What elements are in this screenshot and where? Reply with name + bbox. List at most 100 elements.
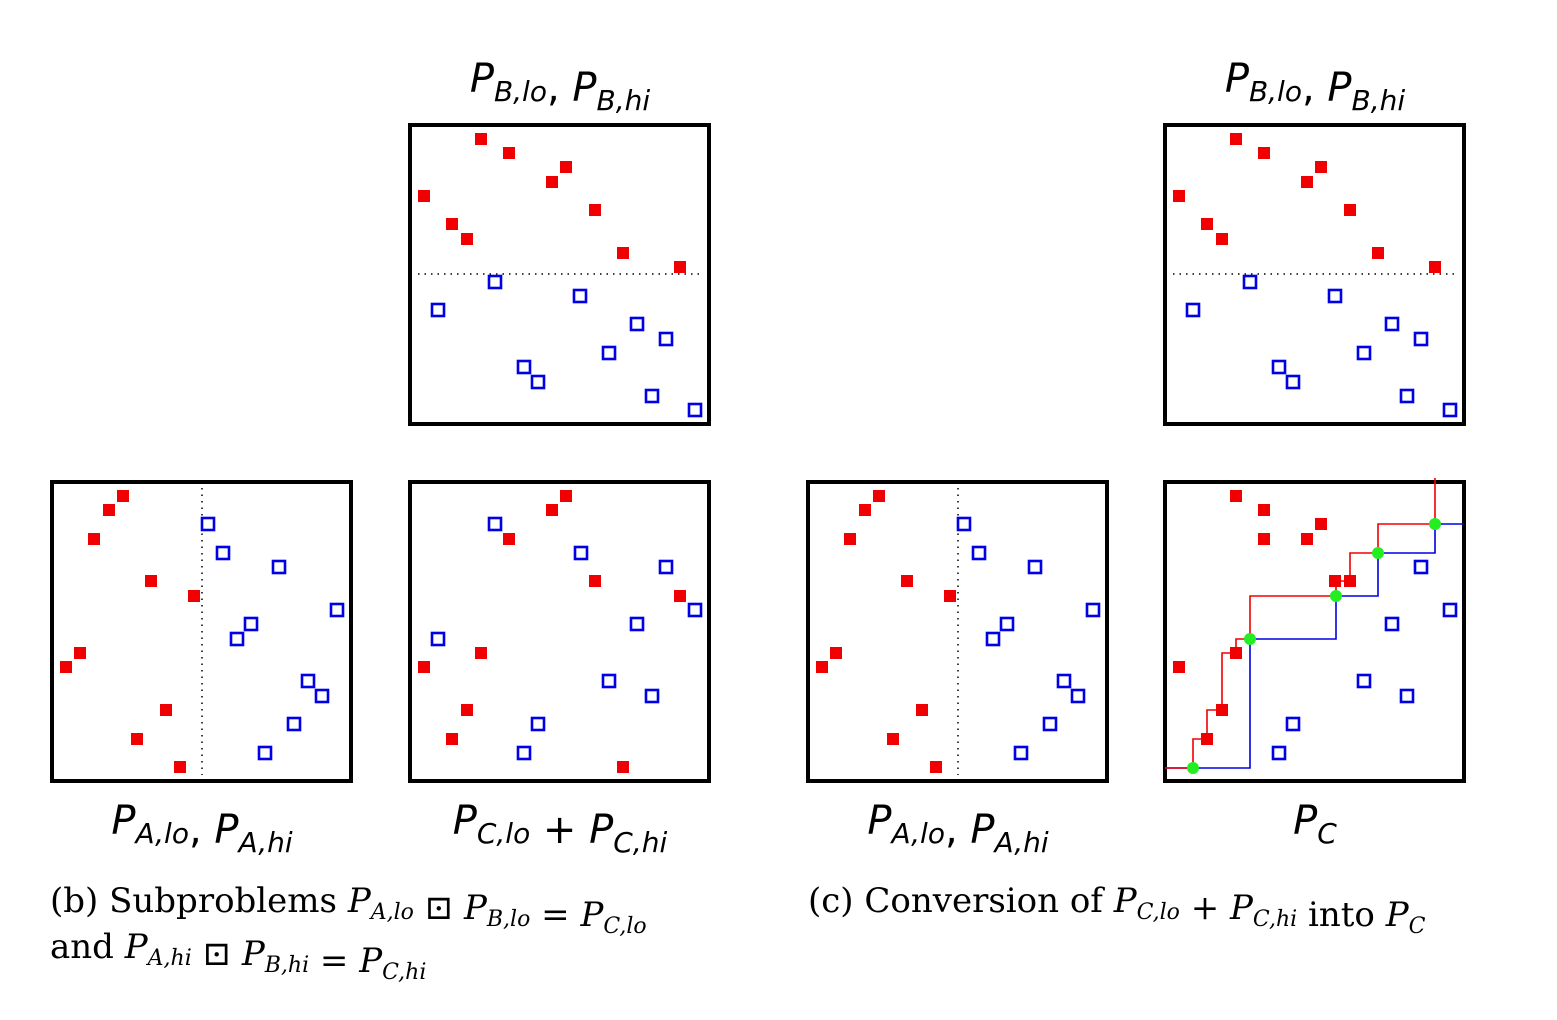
red-point: [446, 733, 458, 745]
blue-point: [243, 616, 259, 632]
red-point: [174, 761, 186, 773]
red-point: [117, 490, 129, 502]
blue-point: [1384, 616, 1400, 632]
panel-b-pb: [408, 123, 711, 426]
red-point: [503, 147, 515, 159]
red-point: [617, 761, 629, 773]
panel-label: PA,lo, PA,hi: [867, 798, 1048, 859]
blue-point: [430, 631, 446, 647]
panel-label: PB,lo, PB,hi: [470, 56, 651, 117]
red-point: [1315, 518, 1327, 530]
blue-point: [1399, 388, 1415, 404]
green-point: [1187, 762, 1199, 774]
blue-staircase: [1165, 523, 1464, 769]
blue-point: [530, 374, 546, 390]
blue-point: [516, 359, 532, 375]
panel-label: PC: [1293, 798, 1337, 850]
panel-frame: [1163, 123, 1466, 426]
panel-label: PC,lo + PC,hi: [453, 798, 668, 859]
blue-point: [999, 616, 1015, 632]
blue-point: [1013, 745, 1029, 761]
red-point: [88, 533, 100, 545]
blue-point: [1399, 688, 1415, 704]
blue-point: [1271, 745, 1287, 761]
blue-point: [1056, 673, 1072, 689]
blue-point: [687, 602, 703, 618]
caption-b-line2: and PA,hi ⊡ PB,hi = PC,hi: [50, 927, 426, 985]
red-point: [560, 490, 572, 502]
blue-point: [971, 545, 987, 561]
red-point: [446, 218, 458, 230]
red-point: [160, 704, 172, 716]
red-point: [1315, 161, 1327, 173]
blue-point: [1271, 359, 1287, 375]
blue-point: [601, 673, 617, 689]
red-point: [1429, 261, 1441, 273]
blue-point: [1185, 302, 1201, 318]
green-point: [1244, 633, 1256, 645]
caption-b-line1: (b) Subproblems PA,lo ⊡ PB,lo = PC,lo: [50, 881, 647, 939]
red-point: [560, 161, 572, 173]
blue-point: [572, 288, 588, 304]
panel-c-pc: [1163, 478, 1466, 783]
blue-point: [1413, 331, 1429, 347]
red-point: [674, 261, 686, 273]
blue-point: [629, 316, 645, 332]
red-point: [816, 661, 828, 673]
red-point: [1216, 704, 1228, 716]
blue-point: [1356, 673, 1372, 689]
red-point: [930, 761, 942, 773]
blue-point: [271, 559, 287, 575]
blue-point: [215, 545, 231, 561]
red-point: [674, 590, 686, 602]
panel-c-pa: [806, 480, 1109, 783]
red-point: [1344, 575, 1356, 587]
red-point: [1258, 147, 1270, 159]
blue-point: [573, 545, 589, 561]
blue-point: [1027, 559, 1043, 575]
blue-point: [658, 559, 674, 575]
blue-point: [1413, 559, 1429, 575]
red-point: [60, 661, 72, 673]
panel-c-pb: [1163, 123, 1466, 426]
panel-frame: [1163, 480, 1466, 783]
blue-point: [1285, 716, 1301, 732]
red-point: [1329, 575, 1341, 587]
red-point: [74, 647, 86, 659]
red-point: [844, 533, 856, 545]
blue-point: [329, 602, 345, 618]
blue-point: [985, 631, 1001, 647]
red-point: [475, 133, 487, 145]
red-point: [1230, 490, 1242, 502]
blue-point: [601, 345, 617, 361]
green-point: [1429, 518, 1441, 530]
red-point: [1230, 133, 1242, 145]
red-point: [1173, 190, 1185, 202]
red-point: [418, 661, 430, 673]
red-point: [916, 704, 928, 716]
red-point: [418, 190, 430, 202]
blue-point: [286, 716, 302, 732]
panel-labels: PB,lo, PB,hi PA,lo, PA,hi PC,lo + PC,hi PB,…: [111, 56, 1405, 859]
blue-point: [1242, 274, 1258, 290]
red-point: [1301, 533, 1313, 545]
red-point: [1201, 218, 1213, 230]
blue-point: [314, 688, 330, 704]
red-point: [461, 233, 473, 245]
blue-point: [658, 331, 674, 347]
blue-point: [1327, 288, 1343, 304]
red-point: [546, 504, 558, 516]
red-point: [1301, 176, 1313, 188]
red-point: [1173, 661, 1185, 673]
red-point: [901, 575, 913, 587]
red-point: [503, 533, 515, 545]
panel-label: PA,lo, PA,hi: [111, 798, 292, 859]
red-point: [1216, 233, 1228, 245]
red-point: [589, 575, 601, 587]
red-point: [1230, 647, 1242, 659]
blue-point: [687, 402, 703, 418]
blue-point: [1042, 716, 1058, 732]
blue-point: [1442, 602, 1458, 618]
panel-b-pa: [50, 480, 353, 783]
